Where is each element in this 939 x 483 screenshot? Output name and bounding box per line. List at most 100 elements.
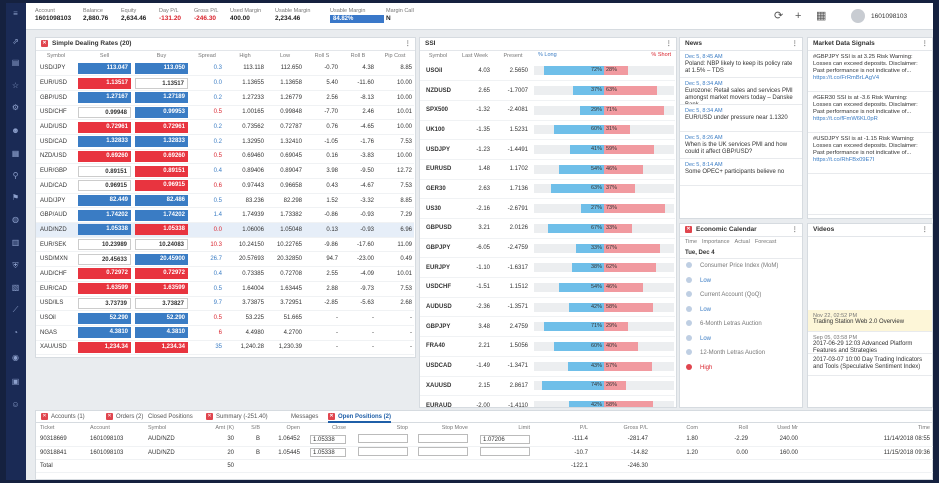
table-row[interactable]: AUDUSD -2.36 -1.3571 42% 58%	[420, 297, 675, 318]
calendar-row[interactable]: Current Account (QoQ)	[680, 288, 802, 303]
sell-price-button[interactable]: 1.74202	[78, 209, 131, 221]
calendar-row[interactable]: High	[680, 361, 802, 376]
layout-icon[interactable]: ▦	[816, 10, 827, 22]
sell-price-cell[interactable]: 0.72961	[76, 119, 133, 135]
sell-price-cell[interactable]: 113.047	[76, 61, 133, 77]
sell-price-button[interactable]: 113.047	[78, 62, 131, 74]
table-row[interactable]: USD/ILS 3.73739 3.73827 9.7 3.73875 3.72951 -2…	[36, 296, 414, 312]
buy-price-button[interactable]: 1.32833	[135, 136, 188, 148]
sell-price-cell[interactable]: 4.3810	[76, 325, 133, 341]
stop-input[interactable]	[358, 447, 408, 456]
buy-price-cell[interactable]: 3.73827	[133, 296, 190, 312]
sell-price-cell[interactable]: 1,234.34	[76, 340, 133, 356]
sell-price-button[interactable]: 0.72972	[78, 268, 131, 280]
buy-price-cell[interactable]: 0.72972	[133, 266, 190, 282]
globe-icon[interactable]: ◍	[12, 215, 19, 224]
add-icon[interactable]: +	[795, 10, 802, 22]
star-icon[interactable]: ☆	[11, 81, 20, 90]
table-row[interactable]: FRA40 2.21 1.5056 60% 40%	[420, 336, 675, 357]
sell-price-button[interactable]: 1.32833	[78, 136, 131, 148]
close-icon[interactable]: ✕	[206, 412, 213, 420]
buy-price-button[interactable]: 0.72961	[135, 121, 188, 133]
buy-price-cell[interactable]: 0.72961	[133, 119, 190, 135]
buy-price-button[interactable]: 1.27189	[135, 92, 188, 104]
table-row[interactable]: USD/MXN 20.45633 20.45900 26.7 20.57693 20.32…	[36, 251, 414, 268]
flag-icon[interactable]: ⚑	[11, 193, 20, 202]
more-icon[interactable]: ⋮	[921, 226, 929, 233]
table-row[interactable]: USDCHF -1.51 1.1512 54% 46%	[420, 277, 675, 298]
table-row[interactable]: USD/JPY 113.047 113.050 0.3 113.118 112.650 -0…	[36, 61, 414, 77]
news-title[interactable]: Eurozone: Retail sales and services PMI …	[685, 88, 793, 105]
news-item[interactable]: Dec 5, 8:34 AM Eurozone: Retail sales and…	[680, 78, 802, 105]
move-input[interactable]	[418, 447, 468, 456]
news-item[interactable]: Dec 5, 8:34 AM EUR/USD under pressure nea…	[680, 105, 802, 132]
tab-messages[interactable]: Messages	[291, 411, 318, 423]
buy-price-button[interactable]: 1.13517	[135, 77, 188, 89]
table-row[interactable]: US30 -2.16 -2.6791 27% 73%	[420, 198, 675, 219]
tab-summary[interactable]: ✕ Summary (-251.40)	[206, 411, 268, 423]
sell-price-button[interactable]: 20.45633	[78, 253, 131, 265]
sell-price-cell[interactable]: 52.290	[76, 310, 133, 326]
table-row[interactable]: NZD/USD 0.69260 0.69260 0.5 0.69460 0.69045 0.…	[36, 149, 414, 165]
gear-icon[interactable]: ⚙	[11, 103, 20, 112]
buy-price-button[interactable]: 3.73827	[135, 297, 188, 309]
close-icon[interactable]: ✕	[328, 412, 335, 420]
tab-accounts[interactable]: ✕ Accounts (1)	[41, 411, 85, 423]
buy-price-cell[interactable]: 1.32833	[133, 134, 190, 150]
sell-price-cell[interactable]: 1.05338	[76, 222, 133, 238]
search-icon[interactable]: ⚲	[12, 171, 19, 180]
table-row[interactable]: AUD/NZD 1.05338 1.05338 0.0 1.06006 1.05048 0.…	[36, 222, 414, 238]
table-row[interactable]: AUD/CHF 0.72972 0.72972 0.4 0.73385 0.72708 2.…	[36, 266, 414, 282]
move-input[interactable]	[418, 433, 468, 443]
video-item[interactable]: Nov 22, 02:52 PM Trading Station Web 2.0 …	[808, 310, 932, 332]
calendar-row[interactable]: Low	[680, 332, 802, 347]
news-item[interactable]: Dec 5, 8:26 AM When is the UK services PM…	[680, 132, 802, 159]
sell-price-button[interactable]: 4.3810	[78, 327, 131, 339]
table-row[interactable]: AUD/CAD 0.96915 0.96915 0.6 0.97443 0.96658 0.…	[36, 178, 414, 194]
buy-price-button[interactable]: 0.69260	[135, 150, 188, 162]
sell-price-cell[interactable]: 82.449	[76, 193, 133, 209]
sell-price-button[interactable]: 1.63599	[78, 283, 131, 295]
close-input[interactable]: 1.05338	[310, 434, 346, 444]
user-icon[interactable]: ☺	[11, 400, 20, 409]
buy-price-button[interactable]: 113.050	[135, 62, 188, 74]
sell-price-button[interactable]: 0.99948	[78, 106, 131, 118]
sell-price-cell[interactable]: 0.69260	[76, 149, 133, 165]
buy-price-cell[interactable]: 82.486	[133, 193, 190, 209]
news-title[interactable]: Some OPEC+ participants believe no	[685, 169, 785, 175]
table-row[interactable]: Total 50 -122.1 -246.30	[36, 459, 933, 473]
calendar-icon[interactable]: ▦	[11, 149, 20, 158]
sell-price-cell[interactable]: 0.72972	[76, 266, 133, 282]
buy-price-cell[interactable]: 0.96915	[133, 178, 190, 194]
table-row[interactable]: XAU/USD 1,234.34 1,234.34 35 1,240.28 1,230.3…	[36, 340, 414, 356]
sell-price-button[interactable]: 3.73739	[78, 297, 131, 309]
sell-price-cell[interactable]: 10.23989	[76, 237, 133, 253]
buy-price-cell[interactable]: 0.89151	[133, 163, 190, 179]
people-icon[interactable]: ☻	[11, 126, 20, 135]
table-row[interactable]: 90318841 1601098103 AUD/NZD 20 B 1.05445 1.053…	[36, 446, 933, 460]
signal-link[interactable]: https://t.co/RhFBx09E7I	[813, 157, 875, 163]
more-icon[interactable]: ⋮	[791, 40, 799, 47]
chat-icon[interactable]: ▣	[11, 377, 20, 386]
table-row[interactable]: NZDUSD 2.65 -1.7007 37% 63%	[420, 80, 675, 101]
sell-price-button[interactable]: 82.449	[78, 195, 131, 207]
signal-icon[interactable]: ◔	[13, 328, 18, 337]
tab-closed[interactable]: Closed Positions	[148, 411, 193, 423]
sell-price-cell[interactable]: 3.73739	[76, 296, 133, 312]
buy-price-button[interactable]: 1,234.34	[135, 341, 188, 353]
buy-price-button[interactable]: 0.72972	[135, 268, 188, 280]
buy-price-button[interactable]: 0.99953	[135, 106, 188, 118]
video-item[interactable]: Sep 05, 03:58 PM 2017-06-29 12:03 Advance…	[808, 332, 932, 354]
news-item[interactable]: Dec 5, 8:45 AM Poland: NBP likely to keep…	[680, 51, 802, 78]
table-row[interactable]: AUD/USD 0.72961 0.72961 0.2 0.73562 0.72787 0.…	[36, 119, 414, 135]
sell-price-cell[interactable]: 1.27167	[76, 90, 133, 106]
sell-price-cell[interactable]: 0.89151	[76, 163, 133, 179]
more-icon[interactable]: ⋮	[791, 226, 799, 233]
buy-price-button[interactable]: 4.3810	[135, 327, 188, 339]
calendar-row[interactable]: Low	[680, 303, 802, 318]
table-row[interactable]: GBP/USD 1.27167 1.27189 0.2 1.27233 1.26779 2.…	[36, 90, 414, 106]
buy-price-button[interactable]: 82.486	[135, 195, 188, 207]
table-row[interactable]: EURAUD -2.00 -1.4110 42% 58%	[420, 395, 675, 407]
buy-price-cell[interactable]: 1.74202	[133, 207, 190, 224]
table-row[interactable]: USOil 4.03 2.5650 72% 28%	[420, 61, 675, 82]
